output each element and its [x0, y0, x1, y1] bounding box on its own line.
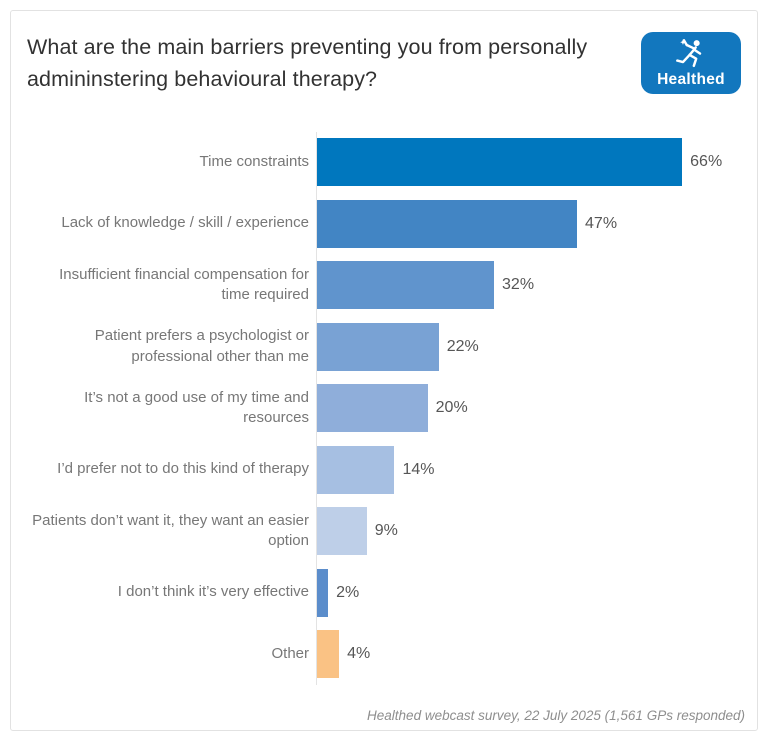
value-label: 4%	[347, 645, 371, 663]
category-label: It’s not a good use of my time and resou…	[84, 388, 309, 427]
bar-track: 4%	[316, 623, 743, 685]
bar-row: Other 4%	[27, 623, 743, 685]
barriers-bar-chart: Time constraints 66% Lack of knowledge / s…	[27, 131, 743, 685]
healthed-runner-icon	[676, 39, 702, 68]
bar-row: I don’t think it’s very effective 2%	[27, 562, 743, 624]
healthed-logo: Healthed	[641, 32, 741, 94]
bar-track: 32%	[316, 254, 743, 316]
value-label: 2%	[336, 583, 360, 601]
bar-track: 2%	[316, 562, 743, 624]
value-label: 9%	[374, 522, 398, 540]
category-label: Patient prefers a psychologist or profes…	[94, 327, 309, 365]
chart-header: What are the main barriers preventing yo…	[27, 31, 743, 96]
bar-row: It’s not a good use of my time and resou…	[27, 377, 743, 439]
category-label: Other	[271, 644, 309, 662]
chart-card: What are the main barriers preventing yo…	[10, 10, 758, 731]
bar	[317, 138, 683, 187]
bar-track: 20%	[316, 377, 743, 439]
value-label: 66%	[690, 153, 723, 171]
category-label: Patients don’t want it, they want an eas…	[32, 511, 309, 550]
healthed-logo-text: Healthed	[657, 71, 725, 89]
bar-track: 22%	[316, 316, 743, 378]
bar	[317, 199, 578, 248]
bar	[317, 322, 439, 371]
bar-row: Time constraints 66%	[27, 131, 743, 193]
bar-row: Patients don’t want it, they want an eas…	[27, 500, 743, 562]
category-label: Lack of knowledge / skill / experience	[61, 214, 309, 232]
value-label: 20%	[435, 399, 468, 417]
bar-track: 9%	[316, 500, 743, 562]
value-label: 32%	[502, 276, 535, 294]
category-label: I’d prefer not to do this kind of therap…	[57, 460, 309, 478]
chart-title: What are the main barriers preventing yo…	[27, 35, 588, 92]
bar-track: 47%	[316, 193, 743, 255]
bar	[317, 630, 340, 679]
value-label: 47%	[585, 214, 618, 232]
bar-track: 66%	[316, 131, 743, 193]
chart-caption: Healthed webcast survey, 22 July 2025 (1…	[367, 708, 745, 723]
bar	[317, 261, 495, 310]
category-label: Insufficient financial compensation for …	[59, 265, 309, 304]
category-label: I don’t think it’s very effective	[117, 583, 309, 601]
bar-row: Patient prefers a psychologist or profes…	[27, 316, 743, 378]
value-label: 22%	[446, 337, 479, 355]
bar	[317, 445, 395, 494]
bar	[317, 384, 428, 433]
bar-row: Insufficient financial compensation for …	[27, 254, 743, 316]
bar-row: Lack of knowledge / skill / experience 47…	[27, 193, 743, 255]
bar-row: I’d prefer not to do this kind of therap…	[27, 439, 743, 501]
category-label: Time constraints	[199, 152, 309, 170]
value-label: 14%	[402, 460, 435, 478]
bar-track: 14%	[316, 439, 743, 501]
bar	[317, 568, 329, 617]
bar	[317, 507, 367, 556]
